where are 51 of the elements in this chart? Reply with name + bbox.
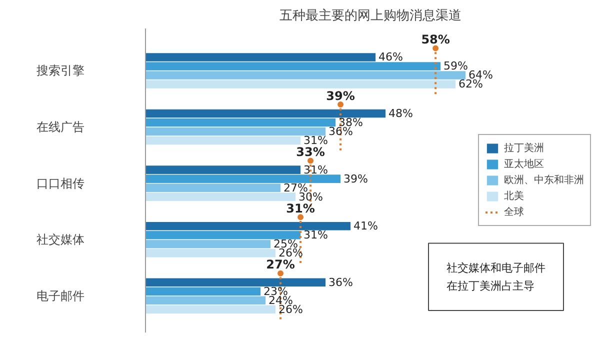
y-tick-label: 社交媒体: [36, 232, 84, 247]
data-label: 31%: [304, 228, 328, 242]
bar: [146, 71, 466, 80]
point: [338, 102, 344, 108]
annotation: 社交媒体和电子邮件在拉丁美洲占主导: [446, 261, 546, 292]
data-label: 31%: [286, 201, 315, 216]
legend-label: 欧洲、中东和非洲: [504, 174, 584, 187]
data-label: 39%: [344, 172, 368, 186]
bar: [146, 230, 301, 240]
bar: [146, 127, 326, 136]
bar: [146, 296, 266, 305]
bar: [146, 118, 336, 127]
legend-label: 拉丁美洲: [504, 142, 544, 155]
data-label: 36%: [328, 276, 353, 289]
bar: [146, 109, 386, 118]
chart-title: 五种最主要的网上购物消息渠道: [280, 8, 462, 24]
data-label: 31%: [304, 134, 328, 148]
point: [308, 158, 314, 164]
point: [298, 214, 304, 220]
data-label: 39%: [326, 88, 355, 103]
bar: [146, 305, 276, 314]
bar: [146, 53, 376, 62]
data-label: 33%: [296, 145, 325, 160]
data-label: 58%: [421, 32, 450, 47]
data-label: 27%: [266, 258, 295, 272]
bar: [146, 166, 301, 174]
bar: [146, 192, 296, 201]
bar: [146, 184, 281, 192]
data-label: 48%: [388, 107, 413, 120]
point: [278, 270, 284, 276]
data-label: 46%: [378, 50, 403, 64]
bar: [146, 80, 456, 88]
bar: [146, 136, 301, 145]
bar: [146, 248, 276, 258]
bar: [146, 62, 441, 70]
legend-label: 全球: [504, 206, 524, 219]
data-label: 59%: [444, 60, 468, 73]
bar: [146, 222, 351, 230]
y-tick-label: 搜索引擎: [36, 64, 84, 78]
y-tick-label: 在线广告: [36, 120, 84, 134]
data-label: 41%: [354, 220, 378, 233]
point: [432, 45, 439, 52]
data-label: 31%: [304, 163, 328, 176]
bar: [146, 278, 326, 287]
bar: [146, 174, 341, 183]
y-tick-label: 电子邮件: [36, 288, 84, 303]
bar: [146, 287, 261, 296]
bar: [146, 240, 271, 248]
legend-label: 亚太地区: [504, 158, 544, 171]
y-tick-label: 口口相传: [36, 176, 84, 190]
legend-label: 北美: [504, 190, 524, 203]
